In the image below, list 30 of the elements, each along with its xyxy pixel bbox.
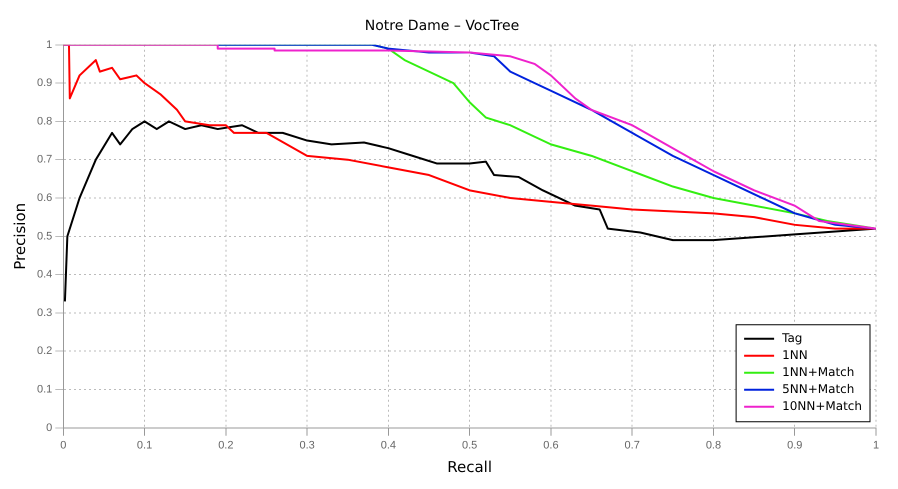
x-tick-label: 0.4 — [380, 439, 396, 452]
y-tick-label: 0.9 — [36, 77, 52, 90]
legend-label: 1NN+Match — [782, 364, 854, 379]
y-axis-title: Precision — [10, 202, 29, 270]
x-tick-label: 0.5 — [462, 439, 478, 452]
x-tick-label: 0.9 — [787, 439, 802, 452]
legend-label: 10NN+Match — [782, 398, 862, 413]
y-tick-label: 1 — [46, 38, 52, 51]
x-tick-label: 0.8 — [706, 439, 722, 452]
y-tick-label: 0.5 — [36, 230, 52, 242]
x-tick-label: 0.1 — [136, 439, 152, 452]
y-tick-label: 0.7 — [36, 154, 52, 166]
y-tick-label: 0.8 — [36, 115, 52, 128]
x-tick-label: 1 — [872, 439, 880, 452]
legend-label: 1NN — [782, 348, 808, 362]
x-tick-label: 0.2 — [218, 439, 234, 452]
x-tick-label: 0 — [60, 439, 66, 452]
x-axis-title: Recall — [447, 458, 492, 476]
legend-label: Tag — [781, 330, 802, 345]
x-tick-label: 0.3 — [299, 439, 315, 452]
x-tick-label: 0.7 — [624, 439, 640, 452]
y-tick-label: 0.1 — [36, 384, 52, 396]
y-tick-label: 0.2 — [36, 345, 52, 358]
y-tick-label: 0.3 — [36, 306, 52, 319]
y-tick-label: 0 — [46, 422, 52, 434]
legend-label: 5NN+Match — [782, 382, 854, 396]
chart-title: Notre Dame – VocTree — [364, 18, 520, 34]
x-tick-label: 0.6 — [543, 439, 559, 452]
y-tick-label: 0.4 — [36, 268, 52, 281]
y-tick-label: 0.6 — [36, 192, 52, 204]
